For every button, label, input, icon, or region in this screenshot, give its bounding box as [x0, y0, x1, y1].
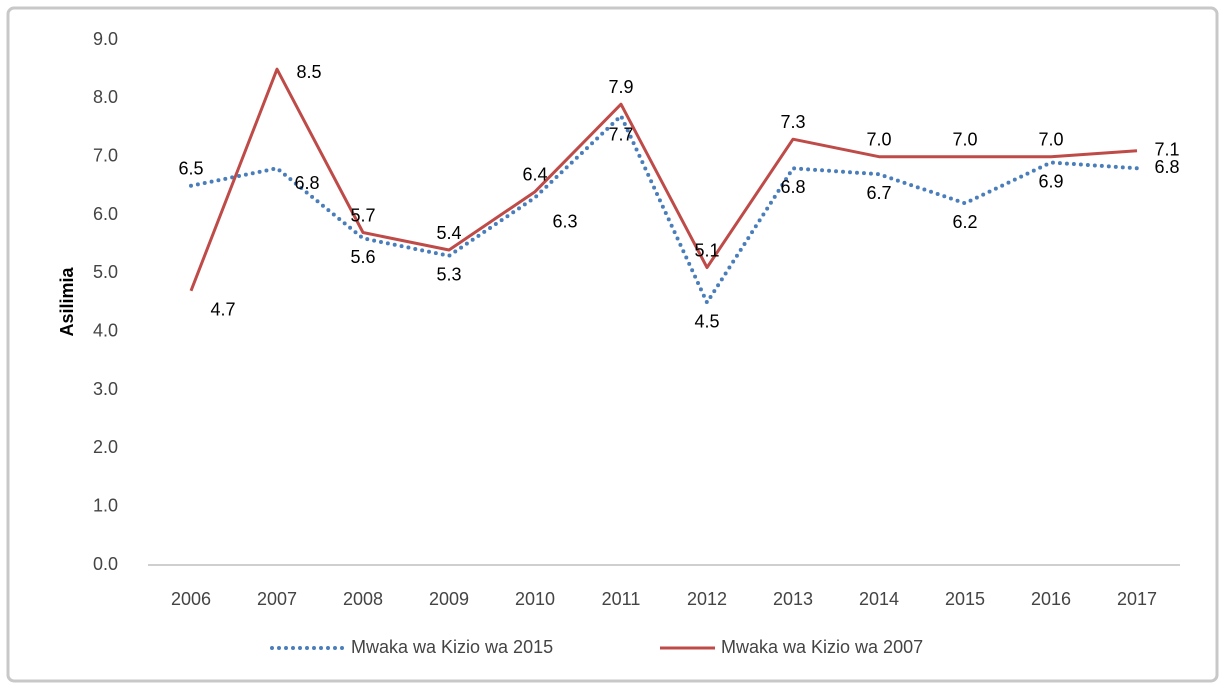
data-label: 7.7 [608, 125, 633, 145]
legend-label: Mwaka wa Kizio wa 2015 [351, 637, 553, 657]
y-tick-label: 0.0 [93, 554, 118, 574]
y-tick-label: 6.0 [93, 204, 118, 224]
y-tick-label: 9.0 [93, 29, 118, 49]
y-tick-label: 8.0 [93, 87, 118, 107]
data-label: 7.0 [952, 129, 977, 149]
y-tick-label: 2.0 [93, 437, 118, 457]
data-label: 6.8 [780, 177, 805, 197]
x-tick-label: 2011 [602, 589, 641, 609]
data-label: 6.8 [1154, 157, 1179, 177]
data-label: 6.2 [952, 212, 977, 232]
data-label: 7.9 [608, 77, 633, 97]
data-label: 4.7 [210, 300, 235, 320]
data-label: 5.4 [436, 223, 461, 243]
data-label: 8.5 [296, 62, 321, 82]
line-series [189, 113, 1139, 305]
data-label: 6.3 [552, 211, 577, 231]
data-label: 7.0 [866, 129, 891, 149]
y-tick-label: 5.0 [93, 262, 118, 282]
x-tick-label: 2006 [171, 589, 211, 609]
data-label: 5.6 [350, 247, 375, 267]
y-tick-label: 4.0 [93, 320, 118, 340]
y-tick-label: 7.0 [93, 145, 118, 165]
data-label: 7.1 [1154, 140, 1179, 160]
data-label: 7.3 [780, 112, 805, 132]
legend-label: Mwaka wa Kizio wa 2007 [721, 637, 923, 657]
data-label: 6.9 [1038, 171, 1063, 191]
chart-frame [6, 6, 1219, 683]
data-label: 6.7 [866, 183, 891, 203]
line-series [189, 67, 1138, 292]
y-axis-label: Asilimia [57, 266, 77, 336]
x-tick-label: 2014 [859, 589, 899, 609]
data-label: 5.1 [694, 240, 719, 260]
x-tick-label: 2013 [773, 589, 813, 609]
data-label: 7.0 [1038, 129, 1063, 149]
y-tick-label: 3.0 [93, 379, 118, 399]
data-label: 4.5 [694, 311, 719, 331]
x-tick-label: 2009 [429, 589, 469, 609]
x-tick-label: 2010 [515, 589, 555, 609]
data-label: 6.8 [294, 173, 319, 193]
x-tick-label: 2008 [343, 589, 383, 609]
y-tick-label: 1.0 [93, 495, 118, 515]
x-tick-label: 2012 [687, 589, 727, 609]
x-tick-label: 2015 [945, 589, 985, 609]
data-label: 6.4 [522, 164, 547, 184]
x-tick-label: 2017 [1117, 589, 1157, 609]
x-tick-label: 2016 [1031, 589, 1071, 609]
data-label: 5.7 [350, 205, 375, 225]
data-label: 5.3 [436, 265, 461, 285]
x-tick-label: 2007 [257, 589, 297, 609]
data-label: 6.5 [178, 159, 203, 179]
